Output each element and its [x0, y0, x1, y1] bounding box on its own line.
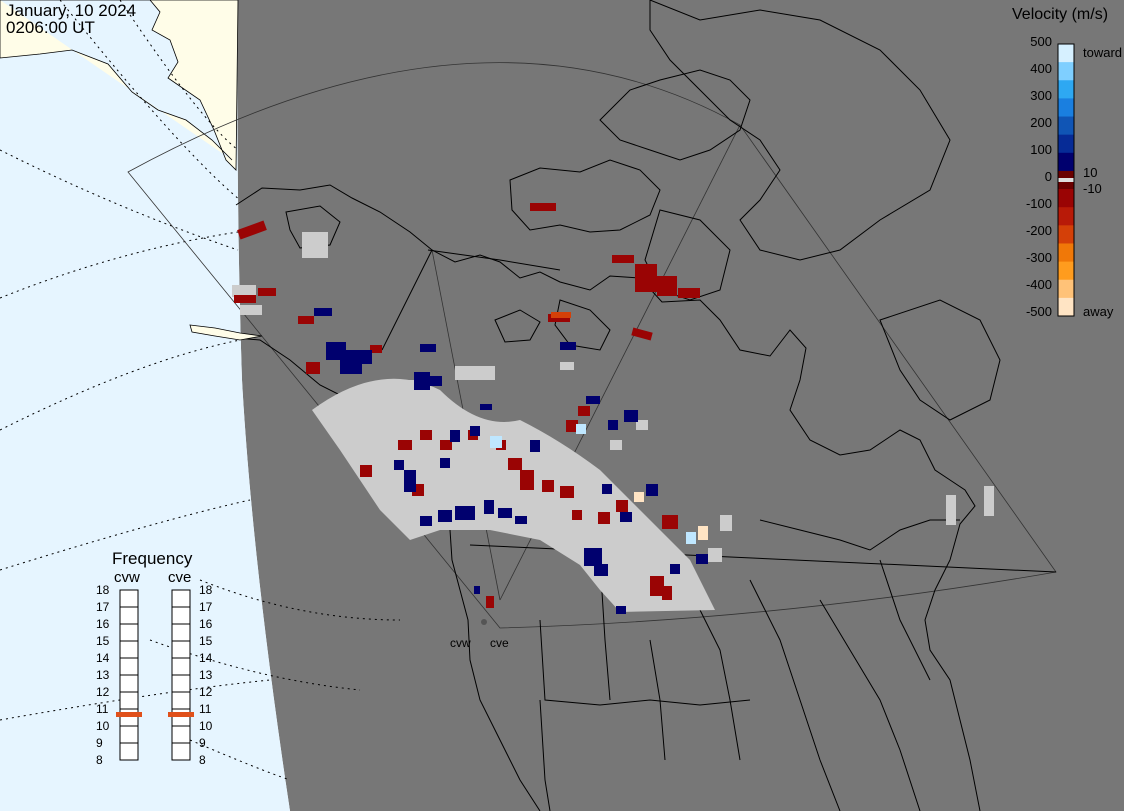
colorbar-swatch: [1058, 243, 1074, 263]
away-velocity-cells: [234, 203, 700, 608]
colorbar-tick: -400: [1025, 277, 1052, 292]
colorbar-zero-band: [1058, 178, 1074, 182]
frequency-marker-cve: [168, 712, 194, 717]
frequency-tick: 8: [96, 753, 103, 767]
colorbar-tick: -300: [1025, 250, 1052, 265]
frequency-radar-name: cve: [168, 569, 192, 586]
pale-away-cells: [634, 492, 708, 540]
colorbar-away-label: away: [1083, 304, 1114, 319]
daylight-ocean: [0, 0, 290, 811]
colorbar-swatch: [1058, 152, 1074, 172]
arctic-islands: [285, 0, 1001, 421]
colorbar-swatch: [1058, 134, 1074, 154]
frequency-tick: 12: [199, 685, 213, 699]
frequency-tick: 15: [199, 634, 213, 648]
colorbar-swatch: [1058, 44, 1074, 63]
colorbar-neg10-label: -10: [1083, 181, 1102, 196]
frequency-tick: 13: [96, 668, 110, 682]
colorbar-tick: -100: [1025, 196, 1052, 211]
frequency-radar-name: cvw: [114, 569, 140, 586]
radar-site-label: cvw: [450, 636, 471, 650]
colorbar-swatch: [1058, 207, 1074, 226]
colorbar-tick: 0: [1044, 169, 1052, 184]
colorbar-swatch: [1058, 116, 1074, 136]
velocity-colorbar: [1057, 43, 1075, 317]
date-label: January, 10 2024: [6, 1, 137, 20]
radar-site-marker: [481, 619, 487, 625]
frequency-tick: 10: [96, 719, 110, 733]
colorbar-tick: 400: [1030, 61, 1052, 76]
strong-toward-cells: [490, 424, 696, 544]
frequency-tick: 8: [199, 753, 206, 767]
colorbar-tick: 100: [1030, 142, 1052, 157]
alaska-peninsula: [189, 324, 263, 341]
colorbar-tick: 300: [1030, 88, 1052, 103]
colorbar-swatch: [1058, 279, 1074, 299]
frequency-title: Frequency: [112, 549, 193, 568]
frequency-tick: 12: [96, 685, 110, 699]
frequency-tick: 18: [96, 583, 110, 597]
frequency-columns: [116, 589, 194, 761]
colorbar-swatch: [1058, 80, 1074, 99]
frequency-tick: 16: [96, 617, 110, 631]
radar-site-label: cve: [490, 636, 509, 650]
time-label: 0206:00 UT: [6, 18, 95, 37]
frequency-tick: 16: [199, 617, 213, 631]
frequency-tick: 14: [199, 651, 213, 665]
colorbar-swatch: [1058, 261, 1074, 281]
colorbar-title: Velocity (m/s): [1012, 6, 1109, 23]
frequency-tick: 18: [199, 583, 213, 597]
frequency-tick: 9: [199, 736, 206, 750]
frequency-tick: 10: [199, 719, 213, 733]
colorbar-toward-label: toward: [1083, 45, 1123, 60]
strong-away-cells: [551, 312, 571, 318]
frequency-tick: 11: [199, 702, 212, 716]
colorbar-pos10-label: 10: [1083, 165, 1098, 180]
night-side-region: [237, 0, 1124, 811]
frequency-tick: 9: [96, 736, 103, 750]
frequency-tick: 14: [96, 651, 110, 665]
colorbar-swatch: [1058, 225, 1074, 244]
colorbar-tick: 200: [1030, 115, 1052, 130]
geo-grid: [0, 0, 401, 781]
colorbar-swatch: [1058, 297, 1074, 317]
frequency-tick: 17: [199, 600, 213, 614]
toward-velocity-cells: [314, 308, 708, 614]
colorbar-swatch: [1058, 62, 1074, 81]
frequency-tick: 17: [96, 600, 110, 614]
colorbar-swatch: [1058, 98, 1074, 118]
frequency-tick: 11: [96, 702, 109, 716]
colorbar-swatch: [1058, 189, 1074, 208]
ground-scatter: [232, 232, 994, 612]
colorbar-tick: -500: [1025, 304, 1052, 319]
frequency-tick: 15: [96, 634, 110, 648]
frequency-tick: 13: [199, 668, 213, 682]
daylight-land: [0, 0, 239, 171]
colorbar-tick: 500: [1030, 34, 1052, 49]
colorbar-tick: -200: [1025, 223, 1052, 238]
frequency-marker-cvw: [116, 712, 142, 717]
